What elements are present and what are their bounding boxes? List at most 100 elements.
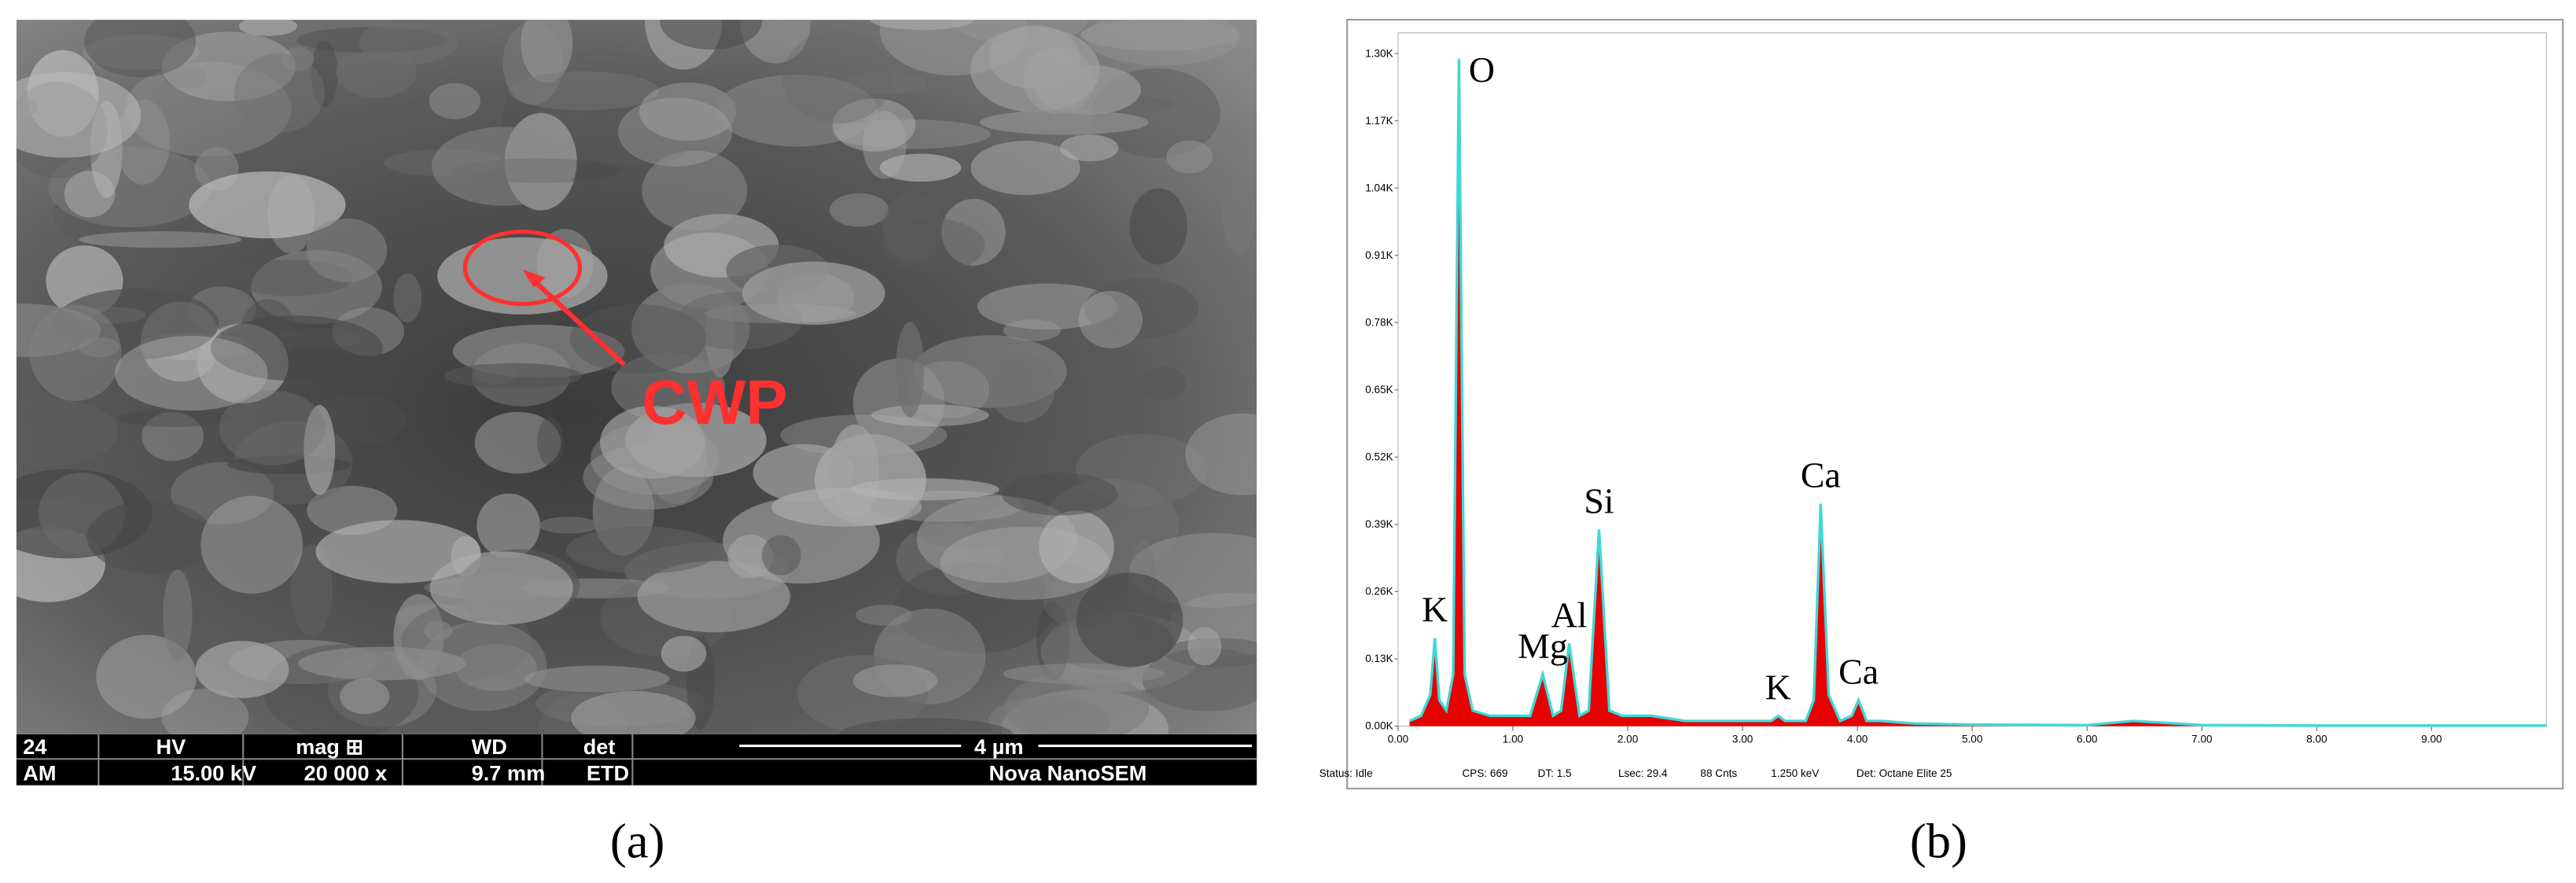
status-text: Det: Octane Elite 25 [1857, 767, 1952, 779]
sem-particle [611, 352, 726, 422]
sem-particle [306, 218, 388, 282]
sem-particle [539, 517, 599, 534]
x-tick-label: 9.00 [2421, 733, 2442, 745]
sem-particle [1185, 413, 1257, 495]
sem-particle [161, 31, 296, 101]
arrow [527, 274, 627, 367]
peak-label: Mg [1518, 626, 1568, 666]
y-tick-label: 1.04K [1365, 182, 1393, 193]
status-text: CPS: 669 [1462, 767, 1507, 779]
info-header: det [583, 734, 616, 759]
sem-particle [118, 409, 233, 428]
x-tick-label: 4.00 [1847, 733, 1868, 745]
y-tick-label: 0.13K [1365, 653, 1393, 664]
sem-particle [171, 462, 274, 525]
x-tick-label: 7.00 [2191, 733, 2213, 745]
sem-particle [315, 520, 481, 583]
panel-label: (b) [1910, 814, 1967, 869]
sem-particle [84, 20, 197, 78]
sem-particle [753, 443, 856, 502]
peak-label: Si [1584, 481, 1614, 521]
sem-particle [896, 322, 925, 418]
sem-particle [437, 237, 608, 315]
peak-label: Al [1551, 594, 1588, 635]
sem-particle [340, 679, 390, 715]
sem-particle [234, 53, 326, 133]
peak-label: K [1765, 667, 1791, 707]
sem-particle [189, 171, 346, 239]
info-value: 15.00 kV [171, 760, 256, 785]
info-header: 24 [23, 734, 46, 759]
info-value: ETD [587, 760, 629, 785]
sem-particle [581, 139, 686, 165]
sem-particle [882, 192, 944, 263]
sem-particle [571, 690, 696, 734]
x-tick-label: 1.00 [1503, 733, 1524, 745]
sem-particle [393, 273, 422, 323]
sem-particle [840, 72, 928, 95]
sem-particle [637, 561, 791, 633]
sem-particle [1166, 140, 1213, 174]
peak-label: K [1422, 590, 1448, 630]
sem-particle [291, 544, 333, 637]
info-value: 9.7 mm [472, 760, 546, 785]
info-header: HV [156, 734, 186, 759]
sem-particle [970, 27, 1100, 112]
sem-particle [638, 83, 737, 141]
sem-particle [219, 390, 326, 465]
sem-particle [521, 20, 573, 83]
sem-particle [661, 635, 707, 672]
info-header: mag ⊞ [296, 734, 363, 759]
sem-particle [742, 261, 885, 326]
cwp-annotation: CWP [642, 367, 787, 437]
sem-particle [195, 641, 289, 698]
sem-particle [881, 218, 985, 273]
sem-particle [48, 146, 212, 228]
sem-particle [977, 283, 1117, 330]
instrument: Nova NanoSEM [989, 760, 1147, 785]
sem-particle [508, 71, 660, 111]
sem-particle [600, 406, 706, 479]
sem-particle [115, 336, 268, 411]
y-tick-label: 1.30K [1365, 47, 1393, 59]
peak-label: Ca [1801, 455, 1841, 495]
sem-particle [474, 411, 561, 474]
sem-particle [1080, 20, 1240, 51]
sem-particle [431, 127, 576, 206]
sem-particle [1001, 473, 1118, 516]
sem-particle [797, 655, 929, 733]
spectrum-line [1408, 58, 2547, 727]
sem-particle [617, 97, 733, 167]
sem-particle [870, 20, 974, 31]
sem-particle [536, 229, 594, 298]
sem-particle [1187, 627, 1222, 666]
peak-label: O [1469, 50, 1495, 90]
sem-particle [906, 360, 990, 419]
plot-area [1397, 32, 2548, 727]
y-tick-label: 0.91K [1365, 249, 1393, 261]
sem-particle [988, 352, 1056, 423]
sem-particle [298, 646, 466, 681]
sem-particle [418, 620, 547, 712]
sem-particle [839, 718, 1013, 734]
sem-particle [832, 119, 991, 149]
info-value: AM [23, 760, 56, 785]
sem-particle [454, 643, 537, 691]
sem-particle [79, 231, 242, 248]
sem-particle [569, 304, 707, 374]
x-tick-label: 2.00 [1617, 733, 1639, 745]
status-text: DT: 1.5 [1538, 767, 1572, 779]
sem-particle [210, 315, 383, 381]
sem-particle [1078, 291, 1143, 348]
sem-particle [941, 198, 1006, 266]
x-tick-label: 6.00 [2077, 733, 2098, 745]
sem-particle [201, 495, 304, 594]
status-text: 88 Cnts [1700, 767, 1737, 779]
sem-particle [429, 83, 481, 120]
sem-particle [477, 493, 541, 558]
scale-label: 4 µm [974, 734, 1023, 759]
sem-particle [988, 696, 1110, 734]
sem-particle [856, 605, 913, 626]
